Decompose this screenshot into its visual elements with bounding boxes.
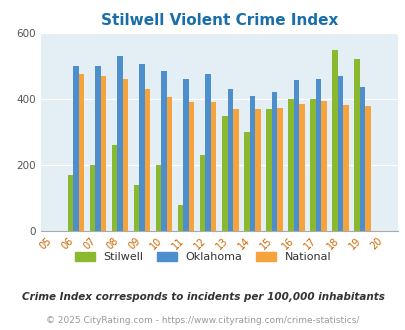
Bar	[222, 115, 227, 231]
Text: Crime Index corresponds to incidents per 100,000 inhabitants: Crime Index corresponds to incidents per…	[21, 292, 384, 302]
Bar	[177, 205, 183, 231]
Bar	[227, 89, 232, 231]
Bar	[199, 155, 205, 231]
Bar	[359, 87, 364, 231]
Bar	[343, 105, 348, 231]
Bar	[117, 56, 122, 231]
Bar	[364, 106, 370, 231]
Bar	[95, 66, 100, 231]
Text: © 2025 CityRating.com - https://www.cityrating.com/crime-statistics/: © 2025 CityRating.com - https://www.city…	[46, 316, 359, 325]
Bar	[145, 89, 150, 231]
Bar	[205, 74, 211, 231]
Bar	[320, 101, 326, 231]
Bar	[183, 79, 188, 231]
Bar	[211, 102, 216, 231]
Legend: Stilwell, Oklahoma, National: Stilwell, Oklahoma, National	[70, 248, 335, 267]
Bar	[271, 92, 277, 231]
Bar	[73, 66, 79, 231]
Title: Stilwell Violent Crime Index: Stilwell Violent Crime Index	[100, 13, 337, 28]
Bar	[139, 64, 145, 231]
Bar	[331, 50, 337, 231]
Bar	[100, 76, 106, 231]
Bar	[309, 99, 315, 231]
Bar	[156, 165, 161, 231]
Bar	[161, 71, 166, 231]
Bar	[265, 109, 271, 231]
Bar	[90, 165, 95, 231]
Bar	[288, 99, 293, 231]
Bar	[354, 59, 359, 231]
Bar	[298, 104, 304, 231]
Bar	[122, 79, 128, 231]
Bar	[188, 102, 194, 231]
Bar	[232, 109, 238, 231]
Bar	[315, 79, 320, 231]
Bar	[243, 132, 249, 231]
Bar	[337, 76, 343, 231]
Bar	[293, 80, 298, 231]
Bar	[79, 74, 84, 231]
Bar	[68, 175, 73, 231]
Bar	[254, 109, 260, 231]
Bar	[166, 97, 172, 231]
Bar	[277, 108, 282, 231]
Bar	[249, 96, 254, 231]
Bar	[134, 185, 139, 231]
Bar	[111, 145, 117, 231]
